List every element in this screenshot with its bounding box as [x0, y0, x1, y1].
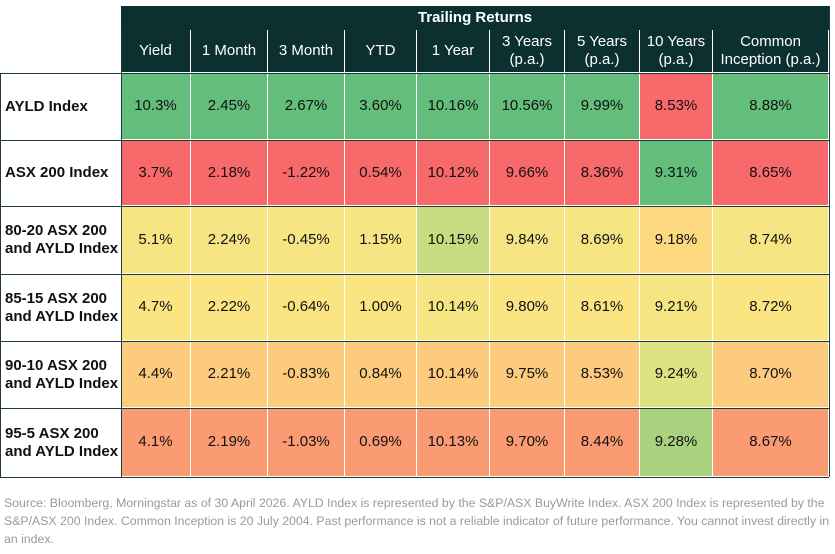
table-cell: 8.61%: [565, 274, 640, 341]
table-cell: 9.70%: [490, 408, 565, 477]
column-header-line1: 5 Years: [576, 33, 628, 50]
table-cell: 9.24%: [640, 341, 713, 408]
table-frame-line: [0, 206, 829, 207]
column-header: 5 Years (p.a.): [565, 30, 640, 73]
table-cell: 10.15%: [417, 206, 490, 274]
column-header-line2: (p.a.): [509, 51, 545, 68]
table-cell: 2.21%: [191, 341, 268, 408]
table-cell: 0.54%: [345, 140, 417, 206]
table-cell: 3.60%: [345, 73, 417, 140]
table-cell: 9.84%: [490, 206, 565, 274]
table-frame-line: [0, 477, 829, 478]
table-cell: 9.18%: [640, 206, 713, 274]
table-cell: 8.36%: [565, 140, 640, 206]
table-cell: 8.88%: [713, 73, 829, 140]
table-frame-line: [0, 73, 829, 74]
table-cell: 2.18%: [191, 140, 268, 206]
table-frame-line: [0, 140, 829, 141]
source-footnote: Source: Bloomberg, Morningstar as of 30 …: [4, 496, 830, 546]
table-cell: 8.53%: [640, 73, 713, 140]
table-cell: 2.67%: [268, 73, 345, 140]
table-cell: 9.28%: [640, 408, 713, 477]
table-cell: 2.19%: [191, 408, 268, 477]
column-header: Common Inception (p.a.): [713, 30, 829, 73]
table-cell: -0.83%: [268, 341, 345, 408]
column-header-line1: 3 Years: [501, 33, 553, 50]
column-header-line1: Common: [740, 33, 801, 50]
table-cell: 8.44%: [565, 408, 640, 477]
table-cell: 8.65%: [713, 140, 829, 206]
table-cell: 9.66%: [490, 140, 565, 206]
column-header-line2: (p.a.): [584, 51, 620, 68]
table-cell: 4.7%: [121, 274, 191, 341]
column-header-line2: (p.a.): [658, 51, 694, 68]
table-cell: 4.1%: [121, 408, 191, 477]
table-cell: 4.4%: [121, 341, 191, 408]
table-cell: 1.15%: [345, 206, 417, 274]
table-cell: 8.74%: [713, 206, 829, 274]
table-cell: -1.03%: [268, 408, 345, 477]
table-cell: -1.22%: [268, 140, 345, 206]
table-cell: 5.1%: [121, 206, 191, 274]
table-cell: 10.14%: [417, 341, 490, 408]
table-cell: 2.24%: [191, 206, 268, 274]
table-cell: 8.67%: [713, 408, 829, 477]
table-cell: 8.72%: [713, 274, 829, 341]
table-cell: 10.13%: [417, 408, 490, 477]
table-cell: 1.00%: [345, 274, 417, 341]
table-frame-line: [0, 274, 829, 275]
table-cell: 0.84%: [345, 341, 417, 408]
table-cell: -0.64%: [268, 274, 345, 341]
row-label: 90-10 ASX 200 and AYLD Index: [0, 341, 121, 408]
table-cell: 0.69%: [345, 408, 417, 477]
table-cell: 8.53%: [565, 341, 640, 408]
column-header: 1 Year: [417, 30, 490, 73]
row-label: AYLD Index: [0, 73, 121, 140]
table-cell: 2.45%: [191, 73, 268, 140]
table-cell: 10.56%: [490, 73, 565, 140]
table-cell: 9.80%: [490, 274, 565, 341]
table-cell: 8.70%: [713, 341, 829, 408]
row-label: 85-15 ASX 200 and AYLD Index: [0, 274, 121, 341]
table-cell: 8.69%: [565, 206, 640, 274]
trailing-returns-group-header: Trailing Returns: [121, 6, 829, 30]
table-frame-line: [0, 408, 829, 409]
table-cell: 2.22%: [191, 274, 268, 341]
table-frame-line: [829, 6, 830, 477]
column-header-line1: YTD: [365, 42, 396, 59]
column-header-line2: Inception (p.a.): [720, 51, 821, 68]
table-frame-line: [121, 30, 122, 477]
table-frame-line: [0, 73, 1, 477]
column-header-line1: 3 Month: [278, 42, 334, 59]
row-label: 80-20 ASX 200 and AYLD Index: [0, 206, 121, 274]
table-cell: 10.12%: [417, 140, 490, 206]
table-cell: 10.16%: [417, 73, 490, 140]
table-cell: 9.99%: [565, 73, 640, 140]
column-header: 3 Month: [268, 30, 345, 73]
table-cell: 9.21%: [640, 274, 713, 341]
column-header-line1: 1 Month: [201, 42, 257, 59]
row-label: ASX 200 Index: [0, 140, 121, 206]
table-cell: 3.7%: [121, 140, 191, 206]
table-cell: 9.31%: [640, 140, 713, 206]
table-cell: -0.45%: [268, 206, 345, 274]
column-header: 1 Month: [191, 30, 268, 73]
column-header: 3 Years (p.a.): [490, 30, 565, 73]
column-header-line1: 1 Year: [431, 42, 475, 59]
table-cell: 9.75%: [490, 341, 565, 408]
table-frame-line: [0, 341, 829, 342]
column-header: Yield: [121, 30, 191, 73]
table-cell: 10.14%: [417, 274, 490, 341]
row-label: 95-5 ASX 200 and AYLD Index: [0, 408, 121, 477]
table-cell: 10.3%: [121, 73, 191, 140]
column-header-line1: Yield: [139, 42, 172, 59]
column-header: YTD: [345, 30, 417, 73]
column-header: 10 Years (p.a.): [640, 30, 713, 73]
column-header-line1: 10 Years: [646, 33, 706, 50]
